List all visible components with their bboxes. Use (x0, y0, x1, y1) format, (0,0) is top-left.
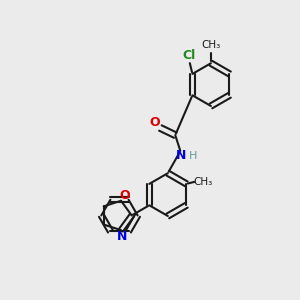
Text: CH₃: CH₃ (201, 40, 220, 50)
Text: H: H (189, 151, 197, 161)
Text: N: N (176, 149, 186, 162)
Text: Cl: Cl (182, 49, 196, 62)
Text: N: N (117, 230, 128, 243)
Text: CH₃: CH₃ (193, 176, 212, 187)
Text: O: O (149, 116, 160, 129)
Text: O: O (119, 189, 130, 202)
